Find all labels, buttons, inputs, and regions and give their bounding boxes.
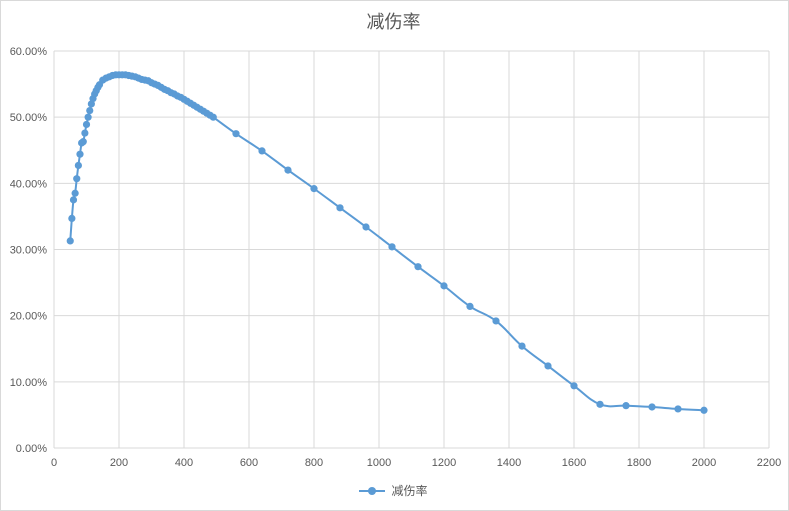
data-point bbox=[82, 120, 91, 129]
legend-marker-icon bbox=[359, 486, 386, 496]
data-point bbox=[79, 138, 87, 146]
data-point bbox=[570, 382, 578, 390]
x-tick-label: 1400 bbox=[497, 457, 521, 469]
data-point bbox=[66, 237, 74, 245]
x-tick-label: 1000 bbox=[367, 457, 391, 469]
data-point bbox=[544, 362, 552, 370]
y-tick-label: 20.00% bbox=[10, 311, 48, 323]
y-tick-label: 0.00% bbox=[16, 443, 47, 455]
data-point bbox=[362, 223, 370, 231]
data-point bbox=[310, 185, 318, 193]
data-point bbox=[440, 282, 448, 290]
data-point bbox=[81, 129, 89, 137]
data-point bbox=[648, 403, 656, 411]
x-tick-label: 400 bbox=[175, 457, 193, 469]
data-point bbox=[622, 402, 630, 410]
x-tick-label: 0 bbox=[51, 457, 57, 469]
data-point bbox=[336, 204, 344, 212]
data-point bbox=[414, 263, 422, 271]
data-point bbox=[73, 175, 81, 183]
x-tick-label: 1600 bbox=[562, 457, 586, 469]
data-point bbox=[74, 161, 82, 170]
data-point bbox=[492, 317, 500, 325]
y-tick-label: 40.00% bbox=[10, 178, 48, 190]
data-point bbox=[69, 196, 78, 204]
legend: 减伤率 bbox=[0, 482, 787, 499]
chart-title: 减伤率 bbox=[366, 12, 421, 33]
series-line bbox=[69, 73, 705, 412]
x-tick-label: 2000 bbox=[692, 457, 716, 469]
legend-label: 减伤率 bbox=[391, 484, 428, 498]
data-point bbox=[466, 302, 474, 311]
data-point bbox=[596, 400, 604, 408]
x-tick-label: 1800 bbox=[627, 457, 651, 469]
data-point bbox=[284, 166, 292, 174]
data-point bbox=[68, 214, 76, 223]
x-tick-label: 600 bbox=[240, 457, 258, 469]
data-point bbox=[258, 147, 266, 155]
data-point bbox=[518, 342, 526, 350]
y-tick-label: 30.00% bbox=[10, 245, 48, 257]
y-tick-label: 10.00% bbox=[10, 377, 48, 389]
x-tick-label: 1200 bbox=[432, 457, 456, 469]
x-tick-label: 800 bbox=[305, 457, 323, 469]
data-point bbox=[674, 405, 682, 413]
y-tick-label: 60.00% bbox=[10, 46, 48, 58]
data-point bbox=[71, 189, 79, 197]
data-point bbox=[76, 150, 84, 158]
data-point bbox=[84, 113, 92, 121]
data-point bbox=[86, 106, 94, 115]
data-point bbox=[700, 406, 708, 414]
x-tick-label: 200 bbox=[110, 457, 128, 469]
data-point bbox=[209, 113, 217, 121]
data-point bbox=[388, 243, 396, 251]
x-tick-label: 2200 bbox=[757, 457, 781, 469]
data-point bbox=[232, 130, 240, 138]
y-tick-label: 50.00% bbox=[10, 112, 48, 124]
